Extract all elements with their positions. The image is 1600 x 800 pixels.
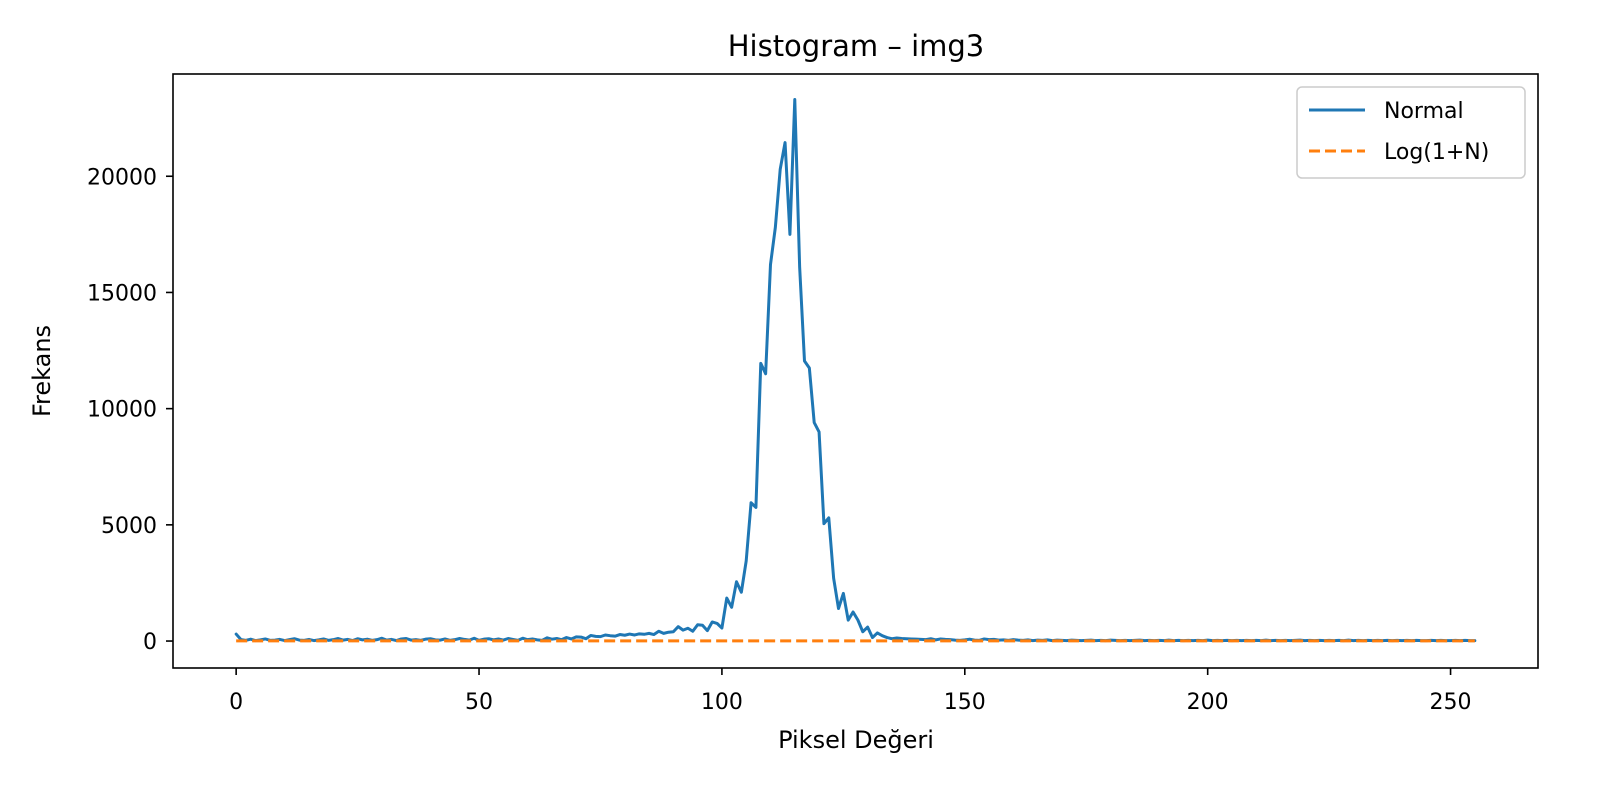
legend: Normal Log(1+N) bbox=[1296, 86, 1526, 179]
plot-frame bbox=[172, 73, 1539, 669]
x-tick-label: 250 bbox=[1430, 690, 1472, 715]
chart-title: Histogram – img3 bbox=[728, 29, 985, 63]
x-tick-label: 150 bbox=[944, 690, 986, 715]
y-tick-label: 15000 bbox=[87, 281, 157, 306]
y-tick-label: 5000 bbox=[101, 514, 157, 539]
plot-area bbox=[234, 98, 1477, 643]
x-tick-label: 50 bbox=[465, 690, 493, 715]
series-line-normal bbox=[234, 98, 1477, 643]
x-tick-label: 100 bbox=[701, 690, 743, 715]
x-tick-label: 200 bbox=[1187, 690, 1229, 715]
y-axis-label: Frekans bbox=[28, 325, 56, 417]
y-tick-label: 10000 bbox=[87, 398, 157, 423]
x-tick-label: 0 bbox=[229, 690, 243, 715]
x-axis-label: Piksel Değeri bbox=[778, 726, 934, 754]
legend-label-normal: Normal bbox=[1384, 99, 1464, 124]
y-tick-label: 0 bbox=[143, 630, 157, 655]
axis-ticks: 0 50 100 150 200 250 0 5000 10000 15000 20000 bbox=[87, 165, 1472, 715]
legend-label-log: Log(1+N) bbox=[1384, 140, 1489, 165]
y-tick-label: 20000 bbox=[87, 165, 157, 190]
